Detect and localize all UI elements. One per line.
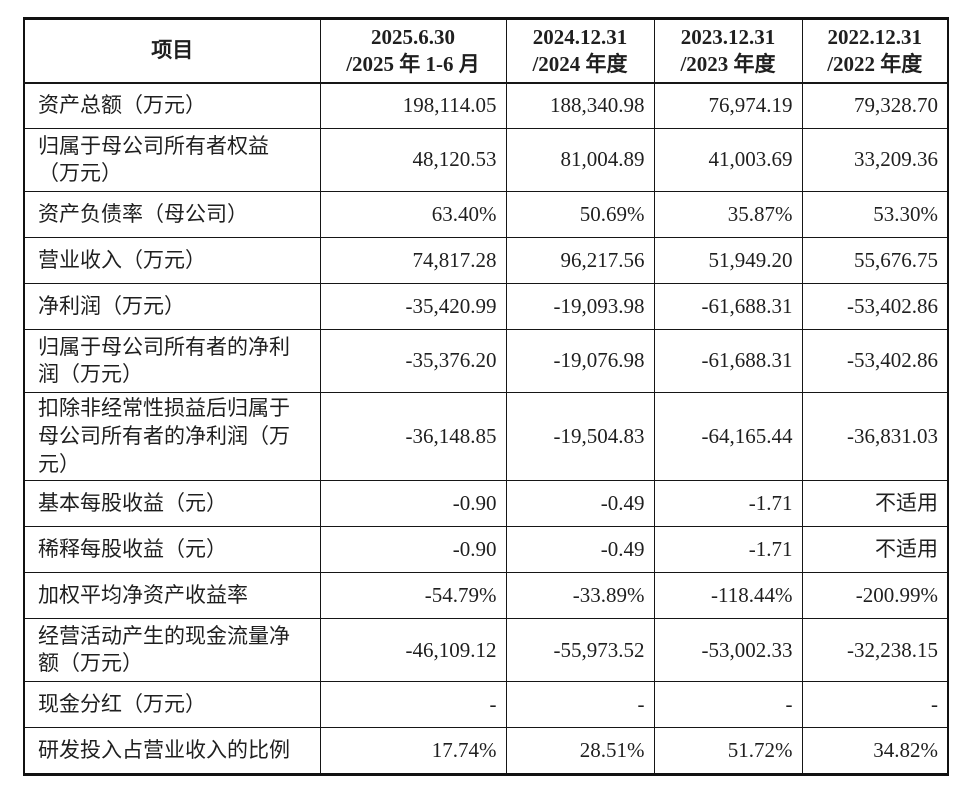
row-value: -55,973.52: [505, 618, 655, 683]
row-label: 资产总额（万元）: [23, 82, 321, 130]
row-value: 76,974.19: [653, 82, 803, 130]
row-value: 63.40%: [319, 191, 507, 239]
row-value: -0.90: [319, 526, 507, 574]
row-value: -19,504.83: [505, 392, 655, 482]
row-value: -53,402.86: [801, 283, 949, 331]
header-period-date: 2023.12.31: [680, 25, 776, 49]
header-item-column: 项目: [23, 17, 321, 84]
table-row-operating-cash-flow: 经营活动产生的现金流量净额（万元） -46,109.12 -55,973.52 …: [23, 618, 949, 683]
row-value: 34.82%: [801, 727, 949, 776]
header-period-date: 2025.6.30: [371, 25, 455, 49]
row-value: -0.90: [319, 480, 507, 528]
header-period-2024: 2024.12.31 /2024 年度: [505, 17, 655, 84]
row-value: 28.51%: [505, 727, 655, 776]
row-value: -35,376.20: [319, 329, 507, 394]
row-label: 经营活动产生的现金流量净额（万元）: [23, 618, 321, 683]
row-value: 不适用: [801, 526, 949, 574]
row-value: 188,340.98: [505, 82, 655, 130]
row-label: 研发投入占营业收入的比例: [23, 727, 321, 776]
table-row-debt-ratio: 资产负债率（母公司） 63.40% 50.69% 35.87% 53.30%: [23, 191, 949, 239]
row-value: -118.44%: [653, 572, 803, 620]
row-value: 17.74%: [319, 727, 507, 776]
header-period-range: /2025 年 1-6 月: [346, 51, 480, 76]
row-value: 35.87%: [653, 191, 803, 239]
table-row-weighted-roe: 加权平均净资产收益率 -54.79% -33.89% -118.44% -200…: [23, 572, 949, 620]
header-period-date: 2022.12.31: [827, 25, 923, 49]
header-period-date: 2024.12.31: [532, 25, 628, 49]
row-value: 53.30%: [801, 191, 949, 239]
row-value: 79,328.70: [801, 82, 949, 130]
row-label: 扣除非经常性损益后归属于母公司所有者的净利润（万元）: [23, 392, 321, 482]
row-value: -1.71: [653, 480, 803, 528]
row-value: -33.89%: [505, 572, 655, 620]
row-value: -19,093.98: [505, 283, 655, 331]
table-row-parent-net-profit: 归属于母公司所有者的净利润（万元） -35,376.20 -19,076.98 …: [23, 329, 949, 394]
row-value: -61,688.31: [653, 329, 803, 394]
header-period-2022: 2022.12.31 /2022 年度: [801, 17, 949, 84]
row-value: -46,109.12: [319, 618, 507, 683]
row-value: -54.79%: [319, 572, 507, 620]
header-period-2025: 2025.6.30 /2025 年 1-6 月: [319, 17, 507, 84]
row-label: 现金分红（万元）: [23, 681, 321, 729]
row-label: 基本每股收益（元）: [23, 480, 321, 528]
table-header-row: 项目 2025.6.30 /2025 年 1-6 月 2024.12.31 /2…: [23, 17, 949, 84]
row-value: -35,420.99: [319, 283, 507, 331]
header-period-range: /2022 年度: [827, 51, 923, 76]
row-label: 营业收入（万元）: [23, 237, 321, 285]
row-label: 资产负债率（母公司）: [23, 191, 321, 239]
row-value: 198,114.05: [319, 82, 507, 130]
row-value: -: [801, 681, 949, 729]
table-row-revenue: 营业收入（万元） 74,817.28 96,217.56 51,949.20 5…: [23, 237, 949, 285]
header-period-range: /2023 年度: [680, 51, 776, 76]
row-value: -61,688.31: [653, 283, 803, 331]
row-value: -: [505, 681, 655, 729]
table-row-net-profit: 净利润（万元） -35,420.99 -19,093.98 -61,688.31…: [23, 283, 949, 331]
row-value: 51,949.20: [653, 237, 803, 285]
row-value: 96,217.56: [505, 237, 655, 285]
table-row-rd-ratio: 研发投入占营业收入的比例 17.74% 28.51% 51.72% 34.82%: [23, 727, 949, 776]
row-value: 74,817.28: [319, 237, 507, 285]
header-period-range: /2024 年度: [532, 51, 628, 76]
row-label: 稀释每股收益（元）: [23, 526, 321, 574]
row-value: 50.69%: [505, 191, 655, 239]
row-value: -: [319, 681, 507, 729]
table-row-total-assets: 资产总额（万元） 198,114.05 188,340.98 76,974.19…: [23, 82, 949, 130]
row-value: -1.71: [653, 526, 803, 574]
row-value: 33,209.36: [801, 128, 949, 193]
table-row-basic-eps: 基本每股收益（元） -0.90 -0.49 -1.71 不适用: [23, 480, 949, 528]
financial-summary-table: 项目 2025.6.30 /2025 年 1-6 月 2024.12.31 /2…: [23, 17, 949, 777]
row-label: 归属于母公司所有者的净利润（万元）: [23, 329, 321, 394]
row-label: 加权平均净资产收益率: [23, 572, 321, 620]
row-value: -53,002.33: [653, 618, 803, 683]
row-value: -53,402.86: [801, 329, 949, 394]
row-value: -19,076.98: [505, 329, 655, 394]
row-label: 归属于母公司所有者权益（万元）: [23, 128, 321, 193]
row-value: 55,676.75: [801, 237, 949, 285]
row-value: -0.49: [505, 480, 655, 528]
table-row-cash-dividend: 现金分红（万元） - - - -: [23, 681, 949, 729]
row-value: 48,120.53: [319, 128, 507, 193]
row-value: 81,004.89: [505, 128, 655, 193]
header-item-label: 项目: [151, 38, 194, 63]
row-value: -200.99%: [801, 572, 949, 620]
row-value: 51.72%: [653, 727, 803, 776]
row-value: -: [653, 681, 803, 729]
table-row-parent-equity: 归属于母公司所有者权益（万元） 48,120.53 81,004.89 41,0…: [23, 128, 949, 193]
row-value: -64,165.44: [653, 392, 803, 482]
table-row-diluted-eps: 稀释每股收益（元） -0.90 -0.49 -1.71 不适用: [23, 526, 949, 574]
row-value: -0.49: [505, 526, 655, 574]
row-label: 净利润（万元）: [23, 283, 321, 331]
row-value: 41,003.69: [653, 128, 803, 193]
row-value: -32,238.15: [801, 618, 949, 683]
table-row-deducted-net-profit: 扣除非经常性损益后归属于母公司所有者的净利润（万元） -36,148.85 -1…: [23, 392, 949, 482]
header-period-2023: 2023.12.31 /2023 年度: [653, 17, 803, 84]
row-value: -36,831.03: [801, 392, 949, 482]
row-value: 不适用: [801, 480, 949, 528]
row-value: -36,148.85: [319, 392, 507, 482]
